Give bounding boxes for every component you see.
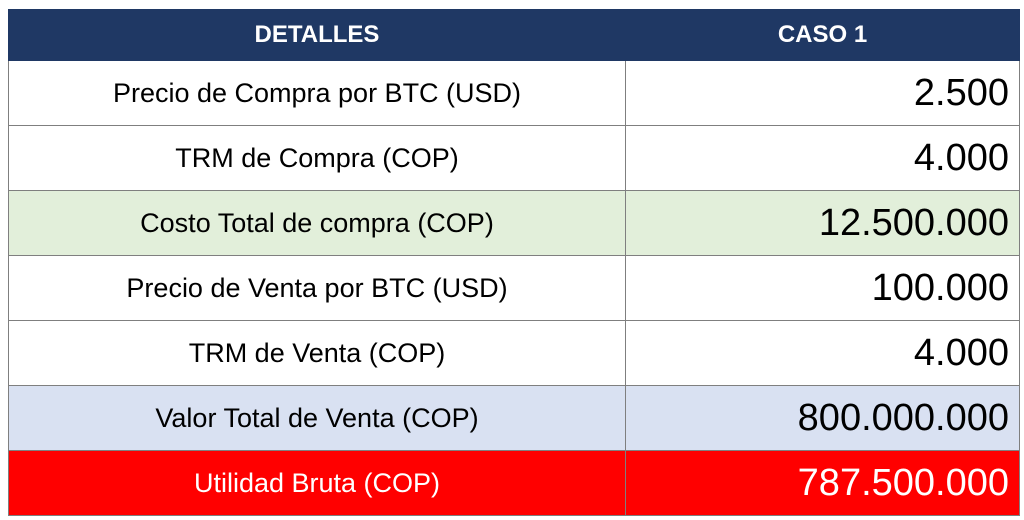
header-detalles: DETALLES <box>8 9 626 61</box>
row-value: 100.000 <box>625 255 1020 321</box>
row-value: 4.000 <box>625 125 1020 191</box>
row-utilidad-bruta: Utilidad Bruta (COP) 787.500.000 <box>8 450 1020 516</box>
row-label: Utilidad Bruta (COP) <box>8 450 626 516</box>
row-precio-venta: Precio de Venta por BTC (USD) 100.000 <box>8 255 1020 321</box>
row-value: 787.500.000 <box>625 450 1020 516</box>
row-trm-compra: TRM de Compra (COP) 4.000 <box>8 125 1020 191</box>
row-label: Valor Total de Venta (COP) <box>8 385 626 451</box>
row-precio-compra: Precio de Compra por BTC (USD) 2.500 <box>8 60 1020 126</box>
header-caso-1: CASO 1 <box>625 9 1020 61</box>
results-table: DETALLES CASO 1 Precio de Compra por BTC… <box>8 9 1020 516</box>
row-costo-total-compra: Costo Total de compra (COP) 12.500.000 <box>8 190 1020 256</box>
row-label: Costo Total de compra (COP) <box>8 190 626 256</box>
row-value: 12.500.000 <box>625 190 1020 256</box>
row-value: 4.000 <box>625 320 1020 386</box>
row-label: Precio de Compra por BTC (USD) <box>8 60 626 126</box>
row-label: Precio de Venta por BTC (USD) <box>8 255 626 321</box>
header-row: DETALLES CASO 1 <box>8 9 1020 61</box>
row-label: TRM de Venta (COP) <box>8 320 626 386</box>
row-label: TRM de Compra (COP) <box>8 125 626 191</box>
row-valor-total-venta: Valor Total de Venta (COP) 800.000.000 <box>8 385 1020 451</box>
row-value: 800.000.000 <box>625 385 1020 451</box>
row-value: 2.500 <box>625 60 1020 126</box>
row-trm-venta: TRM de Venta (COP) 4.000 <box>8 320 1020 386</box>
